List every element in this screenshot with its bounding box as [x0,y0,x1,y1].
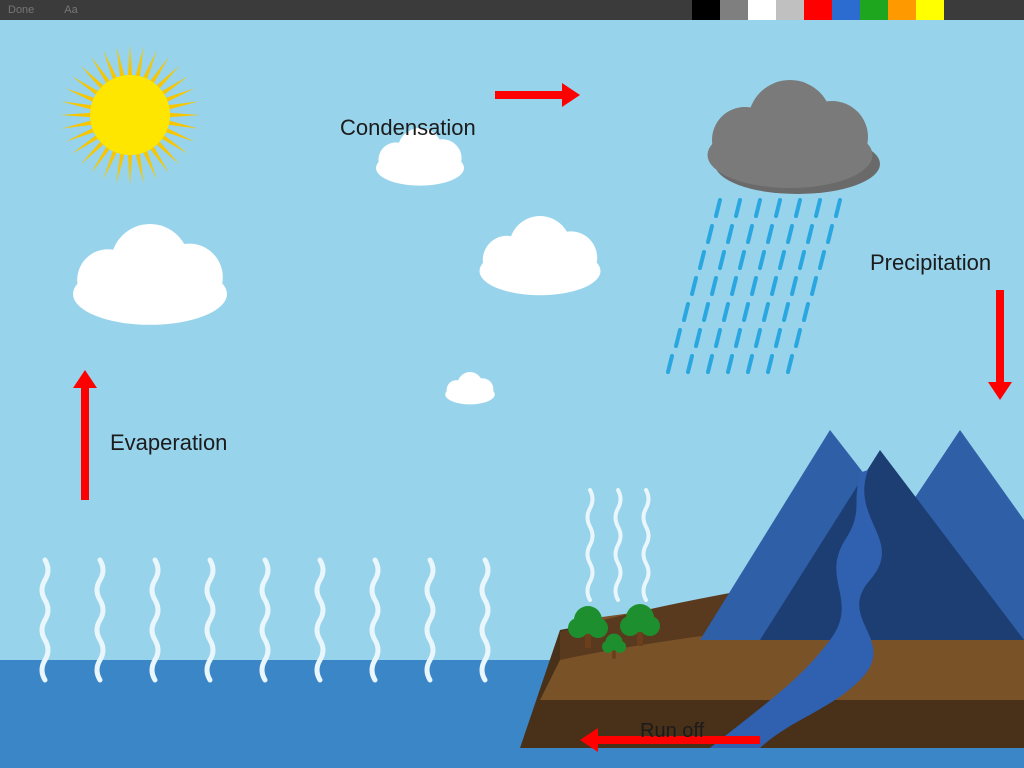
stage: Done Aa Evaperation Condensation Precipi… [0,0,1024,768]
condensation-label: Condensation [340,115,476,141]
app-toolbar: Done Aa [0,0,1024,20]
toolbar-left: Done Aa [0,0,692,20]
toolbar-right [944,0,1024,20]
water-cycle-svg [0,20,1024,768]
palette-swatch[interactable] [916,0,944,20]
palette-swatch[interactable] [748,0,776,20]
runoff-label: Run off [640,720,704,743]
palette-swatch[interactable] [692,0,720,20]
palette-swatch[interactable] [860,0,888,20]
palette-swatch[interactable] [832,0,860,20]
diagram-canvas: Evaperation Condensation Precipitation R… [0,20,1024,768]
palette-swatch[interactable] [804,0,832,20]
toolbar-hint: Done [8,4,34,16]
color-palette[interactable] [692,0,944,20]
evaporation-label: Evaperation [110,430,227,456]
precipitation-label: Precipitation [870,250,991,276]
palette-swatch[interactable] [888,0,916,20]
palette-swatch[interactable] [720,0,748,20]
palette-swatch[interactable] [776,0,804,20]
toolbar-hint: Aa [64,4,77,16]
